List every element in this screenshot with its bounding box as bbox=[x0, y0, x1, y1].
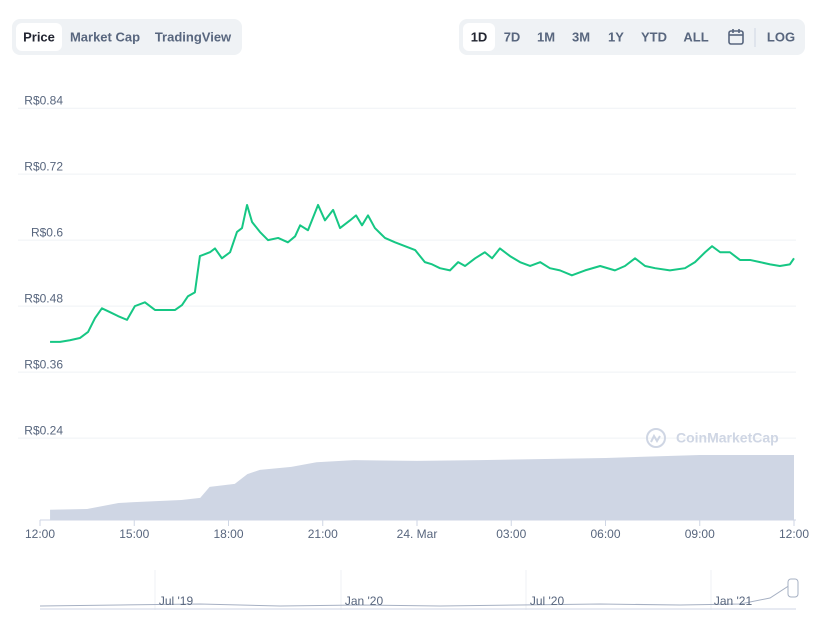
y-tick-label: R$0.48 bbox=[24, 291, 63, 305]
x-tick-label: 15:00 bbox=[119, 527, 149, 541]
price-line bbox=[50, 203, 795, 343]
plot: R$0.84 R$0.72 R$0.6 R$0.48 R$0.36 R$0.24 12:00… bbox=[18, 93, 809, 541]
navigator bbox=[40, 570, 796, 610]
range-button[interactable]: ALL bbox=[683, 29, 708, 44]
y-tick-label: R$0.84 bbox=[24, 93, 63, 107]
watermark: CoinMarketCap bbox=[676, 430, 779, 446]
range-button[interactable]: YTD bbox=[641, 29, 667, 44]
x-tick-label: 18:00 bbox=[213, 527, 243, 541]
range-button[interactable]: 1M bbox=[537, 29, 555, 44]
navigator-label: Jan '20 bbox=[345, 594, 384, 608]
y-tick-label: R$0.6 bbox=[31, 225, 63, 239]
volume-area bbox=[50, 454, 794, 520]
range-button[interactable]: 3M bbox=[572, 29, 590, 44]
x-tick-label: 12:00 bbox=[25, 527, 55, 541]
x-tick-label: 03:00 bbox=[496, 527, 526, 541]
y-tick-label: R$0.24 bbox=[24, 423, 63, 437]
tab-active-bg bbox=[16, 23, 62, 51]
tab[interactable]: Price bbox=[23, 29, 55, 44]
tab[interactable]: TradingView bbox=[155, 29, 232, 44]
range-group bbox=[459, 19, 805, 55]
navigator-dividers bbox=[154, 570, 712, 610]
watermark-logo bbox=[646, 428, 666, 448]
x-tick-label: 09:00 bbox=[685, 527, 715, 541]
x-tick-label: 06:00 bbox=[590, 527, 620, 541]
y-tick-label: R$0.36 bbox=[24, 357, 63, 371]
navigator-line bbox=[39, 579, 795, 607]
y-tick-label: R$0.72 bbox=[24, 159, 63, 173]
range-button[interactable]: 1D bbox=[471, 29, 488, 44]
range-active-bg bbox=[463, 23, 495, 51]
x-tick-label: 12:00 bbox=[779, 527, 809, 541]
navigator-label: Jul '20 bbox=[530, 594, 565, 608]
tab[interactable]: Market Cap bbox=[70, 29, 140, 44]
range-button[interactable]: 1Y bbox=[608, 29, 624, 44]
tab-group bbox=[12, 19, 242, 55]
x-tick-label: 21:00 bbox=[308, 527, 338, 541]
x-tick-label: 24. Mar bbox=[397, 527, 438, 541]
calendar-icon[interactable] bbox=[728, 29, 744, 45]
navigator-label: Jan '21 bbox=[714, 594, 753, 608]
navigator-label: Jul '19 bbox=[159, 594, 194, 608]
navigator-handle[interactable] bbox=[787, 578, 799, 598]
range-button[interactable]: 7D bbox=[504, 29, 521, 44]
log-button[interactable]: LOG bbox=[767, 29, 795, 44]
